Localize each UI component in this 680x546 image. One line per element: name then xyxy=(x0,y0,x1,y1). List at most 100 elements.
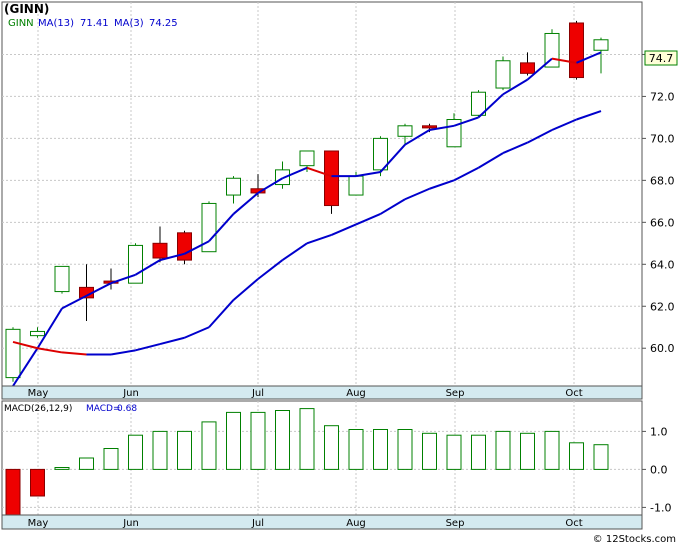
candle-body xyxy=(348,175,364,196)
macd-xtick-label: Aug xyxy=(346,518,366,529)
ma-slow-segment xyxy=(331,223,357,236)
ma-fast-segment xyxy=(379,144,406,173)
price-candles xyxy=(5,20,609,382)
ma-slow-segment xyxy=(551,118,577,131)
ma-fast-segment xyxy=(526,57,553,81)
ma-slow-segment xyxy=(355,213,381,226)
macd-bars xyxy=(5,408,609,516)
macd-bar xyxy=(54,467,70,470)
ma-fast-segment xyxy=(306,166,332,178)
macd-value-label: MACD= xyxy=(86,404,121,414)
price-ytick-label: 66.0 xyxy=(650,216,675,229)
price-ytick-label: 60.0 xyxy=(650,342,675,355)
ma-slow-segment xyxy=(257,259,284,280)
price-xtick-label: Jul xyxy=(251,388,264,399)
candle-body xyxy=(201,202,217,253)
macd-xtick-label: Sep xyxy=(446,518,465,529)
macd-xtick-label: Oct xyxy=(565,518,582,529)
macd-xtick-label: Jul xyxy=(251,518,264,529)
macd-bar xyxy=(520,432,535,470)
candle-body xyxy=(177,232,192,261)
macd-bar xyxy=(177,430,192,470)
candle-body xyxy=(5,328,21,379)
macd-ytick-label: 0.0 xyxy=(650,463,668,476)
ma-slow-segment xyxy=(184,326,210,339)
ma-slow-segment xyxy=(135,343,161,352)
candle-body xyxy=(471,91,486,116)
candle-body xyxy=(324,150,339,207)
price-panel: 60.062.064.066.068.070.072.074.0 MayJunJ… xyxy=(1,1,678,400)
macd-bar xyxy=(544,430,560,470)
candle-body xyxy=(569,22,584,79)
price-xtick-label: Sep xyxy=(446,388,465,399)
macd-bar xyxy=(324,425,339,470)
macd-bar xyxy=(79,457,94,470)
macd-bar xyxy=(299,408,315,470)
price-ytick-label: 62.0 xyxy=(650,300,675,313)
macd-bar xyxy=(446,434,462,470)
candle-body xyxy=(520,62,535,74)
legend-ma13-label: MA(13) xyxy=(38,18,74,29)
macd-ytick-label: 1.0 xyxy=(650,425,668,438)
price-x-axis: May Jun Jul Aug Sep Oct xyxy=(28,388,583,399)
ma-fast-segment xyxy=(134,259,161,276)
ma-slow-segment xyxy=(12,340,38,350)
price-xtick-label: Oct xyxy=(565,388,582,399)
last-price-box xyxy=(644,50,678,66)
price-legend: GINN MA(13) 71.41 MA(3) 74.25 xyxy=(8,18,178,29)
legend-ma13-value: 71.41 xyxy=(80,18,109,29)
price-xtick-label: May xyxy=(28,388,49,399)
chart-title: (GINN) xyxy=(4,2,49,16)
ma-slow-segment xyxy=(576,110,602,121)
ma-fast-segment xyxy=(86,282,112,297)
macd-bar xyxy=(471,434,486,470)
macd-bar xyxy=(226,411,241,470)
macd-bar xyxy=(397,429,413,470)
ma-fast-segment xyxy=(453,116,479,127)
macd-bar xyxy=(201,421,217,470)
candle-body xyxy=(30,330,45,337)
candle-body xyxy=(495,60,511,89)
price-ytick-label: 64.0 xyxy=(650,258,675,271)
last-price-label: 74.7 xyxy=(649,52,674,65)
price-y-axis: 60.062.064.066.068.070.072.074.0 xyxy=(642,48,675,355)
ma-fast-segment xyxy=(184,240,210,255)
ma-fast-segment xyxy=(36,307,63,349)
macd-title: MACD(26,12,9) xyxy=(4,404,72,414)
last-price-marker: 74.7 xyxy=(644,50,678,66)
ma-slow-segment xyxy=(453,166,479,182)
ma-fast-segment xyxy=(404,129,431,146)
ma-slow-segment xyxy=(379,198,406,215)
legend-ticker: GINN xyxy=(8,18,34,29)
macd-bar xyxy=(5,468,21,516)
ma-slow-segment xyxy=(477,152,504,169)
candle-body xyxy=(152,242,168,259)
macd-x-axis-band xyxy=(1,514,643,530)
macd-bar xyxy=(250,411,266,470)
macd-bar xyxy=(103,448,119,470)
macd-ytick-label: -1.0 xyxy=(650,501,671,514)
ma-slow-segment xyxy=(527,129,553,144)
ma-fast-segment xyxy=(477,93,504,119)
ma-fast-segment xyxy=(208,213,235,242)
macd-xtick-label: Jun xyxy=(122,518,139,529)
ma-fast-segment xyxy=(257,177,284,194)
macd-bar xyxy=(348,429,364,470)
macd-y-axis: 1.0 0.0 -1.0 xyxy=(642,425,671,514)
candle-body xyxy=(373,137,388,171)
macd-bar xyxy=(152,430,168,470)
candle-body xyxy=(299,150,315,167)
macd-bar xyxy=(422,432,437,470)
ma-fast-segment xyxy=(159,252,185,262)
macd-legend: MACD(26,12,9) MACD= 0.68 xyxy=(4,404,137,414)
price-plot-area xyxy=(1,1,643,387)
ma-slow-segment xyxy=(502,141,528,155)
ma-slow-segment xyxy=(306,233,332,245)
candle-body xyxy=(226,177,241,196)
candle-body xyxy=(397,125,413,137)
ma-slow-segment xyxy=(37,347,63,354)
ma-slow-segment xyxy=(404,187,430,201)
macd-bar xyxy=(275,410,290,470)
ma-fast-segment xyxy=(576,51,602,64)
price-xtick-label: Aug xyxy=(346,388,366,399)
